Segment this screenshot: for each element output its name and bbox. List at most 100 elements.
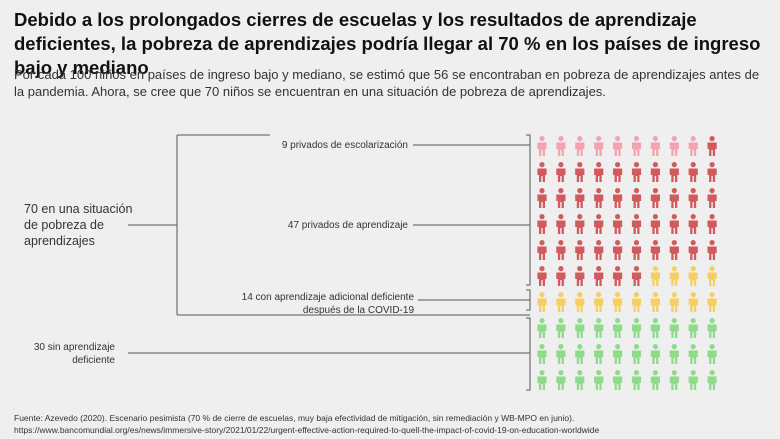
icon-body: [707, 142, 717, 156]
icon-body: [707, 376, 717, 390]
icon-head: [558, 240, 564, 246]
person-icon: [575, 240, 585, 260]
icon-body: [688, 194, 698, 208]
person-icon: [669, 344, 679, 364]
url: https://www.bancomundial.org/es/news/imm…: [14, 425, 600, 435]
icon-head: [652, 318, 658, 324]
person-icon: [631, 292, 642, 312]
icon-body: [613, 298, 623, 312]
person-icon: [556, 240, 566, 260]
icon-body: [707, 272, 717, 286]
person-icon: [613, 162, 623, 182]
icon-head: [596, 318, 602, 324]
icon-head: [690, 240, 696, 246]
icon-body: [594, 142, 604, 156]
icon-body: [556, 142, 566, 156]
person-icon: [631, 162, 642, 182]
person-icon: [556, 266, 566, 286]
icon-body: [631, 194, 642, 208]
person-icon: [707, 188, 717, 208]
icon-body: [613, 350, 623, 364]
person-icon: [594, 370, 604, 390]
person-icon: [631, 318, 642, 338]
icon-head: [709, 162, 715, 168]
icon-head: [671, 344, 677, 350]
person-icon: [631, 188, 642, 208]
icon-body: [707, 194, 717, 208]
icon-body: [537, 350, 547, 364]
icon-head: [709, 344, 715, 350]
icon-head: [652, 370, 658, 376]
icon-head: [577, 318, 583, 324]
person-icon: [669, 292, 679, 312]
person-icon: [688, 292, 698, 312]
person-icon: [594, 162, 604, 182]
icon-head: [558, 344, 564, 350]
icon-body: [650, 246, 660, 260]
icon-head: [615, 162, 621, 168]
icon-body: [556, 194, 566, 208]
icon-body: [556, 246, 566, 260]
person-icon: [650, 344, 660, 364]
icon-head: [615, 344, 621, 350]
icon-head: [558, 136, 564, 142]
icon-head: [615, 214, 621, 220]
icon-head: [596, 162, 602, 168]
icon-body: [631, 298, 642, 312]
icon-body: [594, 220, 604, 234]
icon-body: [613, 324, 623, 338]
person-icon: [688, 266, 698, 286]
person-icon: [613, 188, 623, 208]
icon-head: [633, 162, 640, 168]
icon-head: [596, 214, 602, 220]
icon-head: [671, 188, 677, 194]
icon-head: [596, 370, 602, 376]
icon-head: [596, 344, 602, 350]
person-icon: [707, 162, 717, 182]
person-icon: [537, 162, 547, 182]
person-icon: [669, 214, 679, 234]
icon-head: [709, 240, 715, 246]
icon-head: [633, 188, 640, 194]
icon-head: [709, 370, 715, 376]
icon-body: [575, 220, 585, 234]
person-icon: [669, 162, 679, 182]
person-icon: [688, 240, 698, 260]
person-icon: [613, 240, 623, 260]
icon-body: [556, 168, 566, 182]
person-icon: [537, 136, 547, 156]
icon-body: [631, 324, 642, 338]
icon-body: [688, 298, 698, 312]
icon-body: [556, 220, 566, 234]
person-icon: [650, 240, 660, 260]
icon-body: [613, 246, 623, 260]
icon-head: [690, 136, 696, 142]
person-icon: [631, 240, 642, 260]
icon-body: [650, 376, 660, 390]
icon-body: [613, 194, 623, 208]
icon-body: [537, 324, 547, 338]
icon-head: [615, 370, 621, 376]
person-icon: [575, 162, 585, 182]
icon-head: [633, 318, 640, 324]
icon-head: [633, 136, 640, 142]
icon-body: [707, 298, 717, 312]
person-icon: [594, 136, 604, 156]
person-icon: [537, 318, 547, 338]
icon-head: [615, 188, 621, 194]
icon-body: [613, 376, 623, 390]
icon-body: [650, 324, 660, 338]
icon-head: [652, 162, 658, 168]
icon-body: [669, 194, 679, 208]
icon-body: [556, 324, 566, 338]
icon-body: [707, 350, 717, 364]
icon-body: [575, 142, 585, 156]
person-icon: [613, 344, 623, 364]
icon-body: [537, 246, 547, 260]
icon-head: [671, 240, 677, 246]
icon-head: [633, 240, 640, 246]
icon-body: [688, 324, 698, 338]
icon-head: [709, 292, 715, 298]
icon-body: [669, 298, 679, 312]
